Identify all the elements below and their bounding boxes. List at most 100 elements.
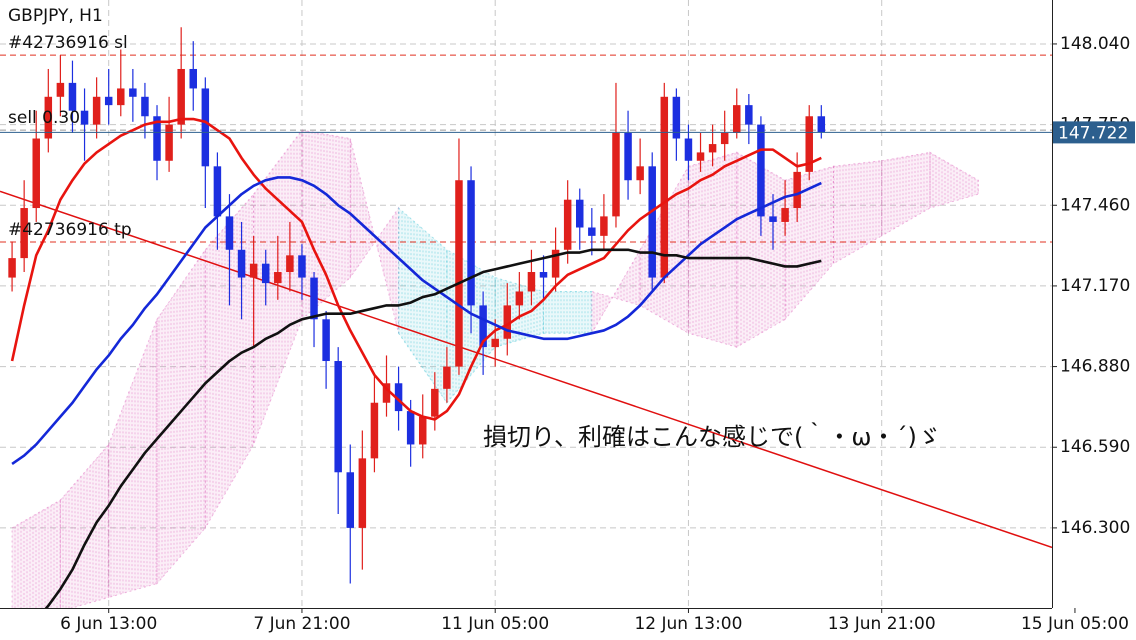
candle-body [104, 96, 113, 106]
candle-body [769, 216, 777, 222]
candle-body [346, 472, 355, 528]
candle-body [636, 166, 644, 181]
candle-body [527, 272, 536, 292]
trendline [0, 190, 1052, 549]
candle-body [708, 144, 717, 153]
candle-body [455, 180, 463, 367]
y-tick-label: 146.590 [1060, 437, 1130, 457]
candle-body [551, 249, 560, 278]
candle-body [189, 68, 197, 89]
candle-body [696, 152, 705, 161]
candle-body [92, 96, 101, 125]
x-tick-label: 11 Jun 05:00 [441, 614, 549, 634]
candle-body [418, 416, 427, 445]
candle-body [431, 388, 439, 417]
candle-body [117, 88, 125, 106]
candle-body [249, 263, 258, 278]
candle-body [576, 199, 584, 228]
candle-body [793, 171, 801, 209]
cloud-segment [881, 151, 931, 237]
candle-body [32, 138, 40, 209]
candle-body [68, 82, 77, 111]
candle-body [720, 132, 729, 145]
last-price-label: 147.722 [1058, 123, 1128, 143]
candle-body [44, 96, 53, 139]
y-tick-label: 147.170 [1060, 276, 1130, 296]
y-tick-label: 146.300 [1060, 518, 1130, 538]
cloud-segment [301, 129, 351, 321]
candle-body [129, 88, 137, 97]
candle-body [310, 277, 318, 320]
plot-area [0, 0, 1052, 608]
candle-body [684, 138, 693, 161]
candle-body [491, 338, 499, 348]
candle-body [177, 68, 185, 125]
candle-body [745, 105, 753, 125]
candle-body [660, 96, 669, 278]
candle-body [648, 166, 656, 278]
candle-body [201, 88, 210, 167]
candle-body [370, 402, 379, 459]
candle-body [382, 383, 391, 403]
x-tick-label: 6 Jun 13:00 [60, 614, 157, 634]
annotation: 損切り、利確はこんな感じで(｀・ω・´)ゞ [483, 422, 941, 451]
cloud-segment [108, 319, 158, 599]
candle-body [406, 411, 415, 445]
candle-body [479, 305, 487, 348]
y-tick-label: 147.460 [1060, 195, 1130, 215]
candle-body [141, 96, 149, 117]
x-tick-label: 15 Jun 05:00 [1021, 614, 1129, 634]
cloud-segment [398, 206, 448, 405]
cloud-segment [591, 247, 641, 336]
y-tick-label: 146.880 [1060, 357, 1130, 377]
candle-body [539, 272, 548, 278]
cloud-segment [687, 151, 738, 348]
candle-body [358, 458, 367, 528]
moving-average [44, 248, 822, 608]
candle-body [334, 361, 342, 473]
candle-body [757, 124, 765, 217]
order-label: sell 0.30 [8, 108, 80, 128]
order-label: #42736916 tp [8, 220, 132, 240]
last-price-box [1053, 121, 1135, 144]
cloud-segment [11, 499, 61, 608]
chart-title: GBPJPY, H1 [8, 6, 103, 26]
candle-body [443, 366, 451, 389]
candle-body [600, 216, 608, 236]
candle-body [624, 132, 632, 181]
order-label: #42736916 sl [8, 33, 128, 53]
y-tick-label: 148.040 [1060, 34, 1130, 54]
x-tick-label: 13 Jun 21:00 [828, 614, 936, 634]
candle-body [56, 82, 65, 97]
overlay: 148.040147.750147.460147.170146.880146.5… [8, 33, 1135, 634]
candle-body [80, 110, 89, 125]
cloud-segment [156, 248, 206, 585]
candle-body [515, 291, 524, 306]
candle-body [225, 216, 234, 250]
candle-body [503, 305, 512, 339]
candle-body [213, 166, 222, 217]
candle-body [563, 199, 572, 250]
candle-body [8, 258, 16, 278]
candle-body [672, 96, 681, 139]
candle-body [20, 208, 28, 259]
candle-body [153, 116, 161, 161]
candle-body [298, 255, 306, 278]
candle-body [733, 105, 741, 133]
candle-body [394, 383, 403, 412]
candle-body [781, 208, 789, 222]
candle-body [467, 180, 475, 306]
candle-body [261, 263, 270, 284]
cloud-segment [929, 151, 979, 209]
cloud-segment [832, 160, 883, 265]
candle-body [286, 255, 294, 273]
candle-body [322, 319, 330, 362]
x-tick-label: 12 Jun 13:00 [634, 614, 742, 634]
moving-average [10, 117, 822, 421]
candle-body [237, 249, 246, 278]
x-tick-label: 7 Jun 21:00 [253, 614, 350, 634]
candle-body [612, 132, 620, 217]
candle-body [805, 116, 813, 172]
